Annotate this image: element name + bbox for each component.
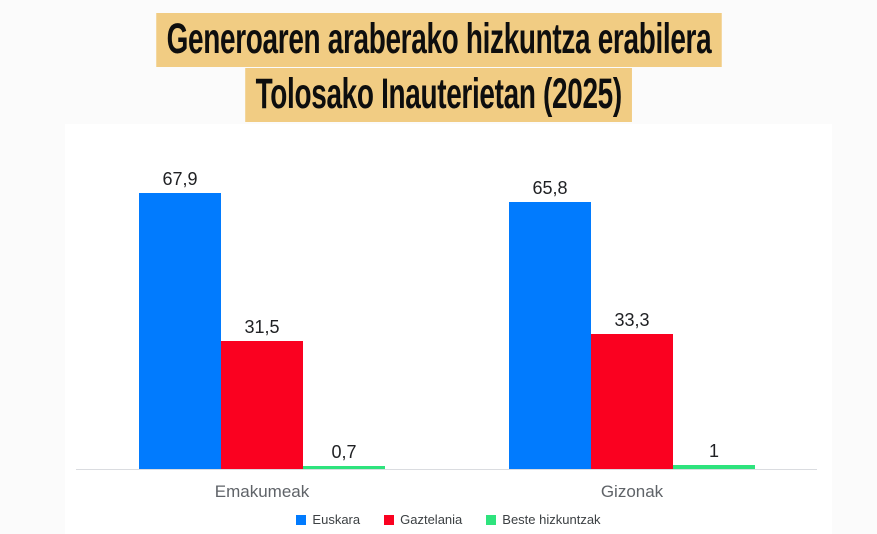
bar-gaztelania-emakumeak — [221, 341, 303, 469]
plot-area: 67,9 31,5 0,7 65,8 33,3 1 — [76, 124, 817, 470]
bar-group-gizonak: 65,8 33,3 1 — [509, 124, 755, 469]
value-label-euskara-emakumeak: 67,9 — [162, 169, 198, 189]
chart-title-line-1-text: Generoaren araberako hizkuntza erabilera — [155, 13, 722, 67]
bar-group-emakumeak: 67,9 31,5 0,7 — [139, 124, 385, 469]
bar-cell-euskara-gizonak: 65,8 — [509, 179, 591, 469]
chart-title-line-2-text: Tolosako Inauterietan (2025) — [244, 68, 633, 122]
bar-cell-beste-hizkuntzak-emakumeak: 0,7 — [303, 443, 385, 469]
category-axis: Emakumeak Gizonak — [76, 482, 817, 504]
bar-cell-gaztelania-emakumeak: 31,5 — [221, 318, 303, 469]
bar-cell-euskara-emakumeak: 67,9 — [139, 170, 221, 469]
legend-swatch-gaztelania-icon — [384, 514, 395, 525]
legend-label-gaztelania: Gaztelania — [400, 512, 463, 527]
x-axis-line — [76, 469, 817, 470]
legend-item-euskara: Euskara — [296, 512, 360, 527]
legend-item-gaztelania: Gaztelania — [384, 512, 462, 527]
legend-label-beste-hizkuntzak: Beste hizkuntzak — [502, 512, 601, 527]
chart-title-line-2: Tolosako Inauterietan (2025) — [0, 68, 877, 122]
bar-euskara-gizonak — [509, 202, 591, 469]
value-label-gaztelania-emakumeak: 31,5 — [244, 317, 280, 337]
category-label-emakumeak: Emakumeak — [214, 482, 310, 501]
legend-label-euskara: Euskara — [312, 512, 361, 527]
bar-gaztelania-gizonak — [591, 334, 673, 469]
bar-beste-hizkuntzak-emakumeak — [303, 466, 385, 469]
value-label-beste-hizkuntzak-gizonak: 1 — [708, 441, 719, 461]
value-label-beste-hizkuntzak-emakumeak: 0,7 — [331, 442, 357, 462]
bar-euskara-emakumeak — [139, 193, 221, 469]
value-label-gaztelania-gizonak: 33,3 — [614, 310, 650, 330]
chart-title-line-1: Generoaren araberako hizkuntza erabilera — [0, 13, 877, 67]
bar-beste-hizkuntzak-gizonak — [673, 465, 755, 469]
legend-swatch-euskara-icon — [296, 514, 307, 525]
legend: Euskara Gaztelania Beste hizkuntzak — [65, 512, 832, 527]
category-label-gizonak: Gizonak — [600, 482, 664, 501]
bar-cell-gaztelania-gizonak: 33,3 — [591, 311, 673, 469]
legend-swatch-beste-hizkuntzak-icon — [486, 514, 497, 525]
legend-item-beste-hizkuntzak: Beste hizkuntzak — [486, 512, 601, 527]
chart-card: 67,9 31,5 0,7 65,8 33,3 1 — [65, 124, 832, 534]
bar-cell-beste-hizkuntzak-gizonak: 1 — [673, 442, 755, 469]
value-label-euskara-gizonak: 65,8 — [532, 178, 568, 198]
